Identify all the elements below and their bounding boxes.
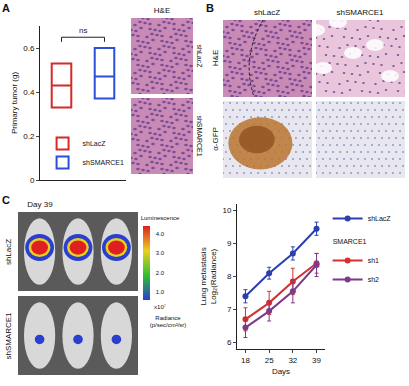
svg-text:10: 10 bbox=[222, 206, 231, 215]
svg-text:shLacZ: shLacZ bbox=[83, 140, 107, 147]
html-text:4.0: 4.0 bbox=[155, 230, 165, 237]
html-text:shSMARCE1: shSMARCE1 bbox=[195, 115, 203, 157]
svg-text:sh1: sh1 bbox=[368, 257, 379, 264]
html-text:shSMARCE1: shSMARCE1 bbox=[336, 7, 384, 17]
svg-text:Lung metastasisLog₂(Radiance): Lung metastasisLog₂(Radiance) bbox=[199, 247, 218, 305]
html-text:Luminescence: Luminescence bbox=[140, 214, 180, 221]
svg-text:0: 0 bbox=[30, 176, 35, 185]
svg-text:25: 25 bbox=[265, 356, 274, 365]
svg-text:8: 8 bbox=[227, 272, 232, 281]
html-text:α-GFP: α-GFP bbox=[210, 127, 220, 151]
html-text:x10⁷: x10⁷ bbox=[154, 303, 166, 310]
svg-text:0.4: 0.4 bbox=[23, 88, 35, 97]
html-text:Radiance: Radiance bbox=[155, 315, 181, 322]
svg-text:0.6: 0.6 bbox=[23, 44, 35, 53]
svg-text:Days: Days bbox=[272, 367, 290, 376]
html-text:1.0: 1.0 bbox=[155, 288, 165, 295]
html-text:H&E: H&E bbox=[210, 49, 220, 67]
html-text:C: C bbox=[2, 194, 10, 206]
html-text:shSMARCE1: shSMARCE1 bbox=[3, 312, 13, 360]
svg-text:SMARCE1: SMARCE1 bbox=[333, 238, 367, 245]
html-text:B: B bbox=[206, 2, 214, 14]
svg-text:7: 7 bbox=[227, 305, 232, 314]
svg-text:shSMARCE1: shSMARCE1 bbox=[83, 159, 124, 166]
html-text:2.0: 2.0 bbox=[155, 269, 165, 276]
svg-text:39: 39 bbox=[312, 356, 321, 365]
svg-text:18: 18 bbox=[241, 356, 250, 365]
html-text:H&E: H&E bbox=[153, 5, 171, 15]
svg-text:6: 6 bbox=[227, 338, 232, 347]
svg-text:Primary tumor (g): Primary tumor (g) bbox=[10, 72, 19, 135]
html-text:Day 39: Day 39 bbox=[27, 199, 53, 209]
svg-text:ns: ns bbox=[79, 26, 87, 35]
html-text:(p/sec/cm²/sr): (p/sec/cm²/sr) bbox=[149, 322, 187, 328]
html-text:shLacZ: shLacZ bbox=[3, 238, 13, 266]
svg-text:32: 32 bbox=[288, 356, 297, 365]
svg-text:9: 9 bbox=[227, 239, 232, 248]
html-text:shLacZ: shLacZ bbox=[253, 7, 281, 17]
html-text:3.0: 3.0 bbox=[155, 250, 165, 256]
svg-text:sh2: sh2 bbox=[368, 276, 379, 283]
html-text:shLacZ: shLacZ bbox=[195, 44, 203, 68]
svg-text:0.2: 0.2 bbox=[23, 132, 35, 141]
svg-text:shLacZ: shLacZ bbox=[368, 215, 392, 222]
html-text:A: A bbox=[2, 2, 10, 14]
